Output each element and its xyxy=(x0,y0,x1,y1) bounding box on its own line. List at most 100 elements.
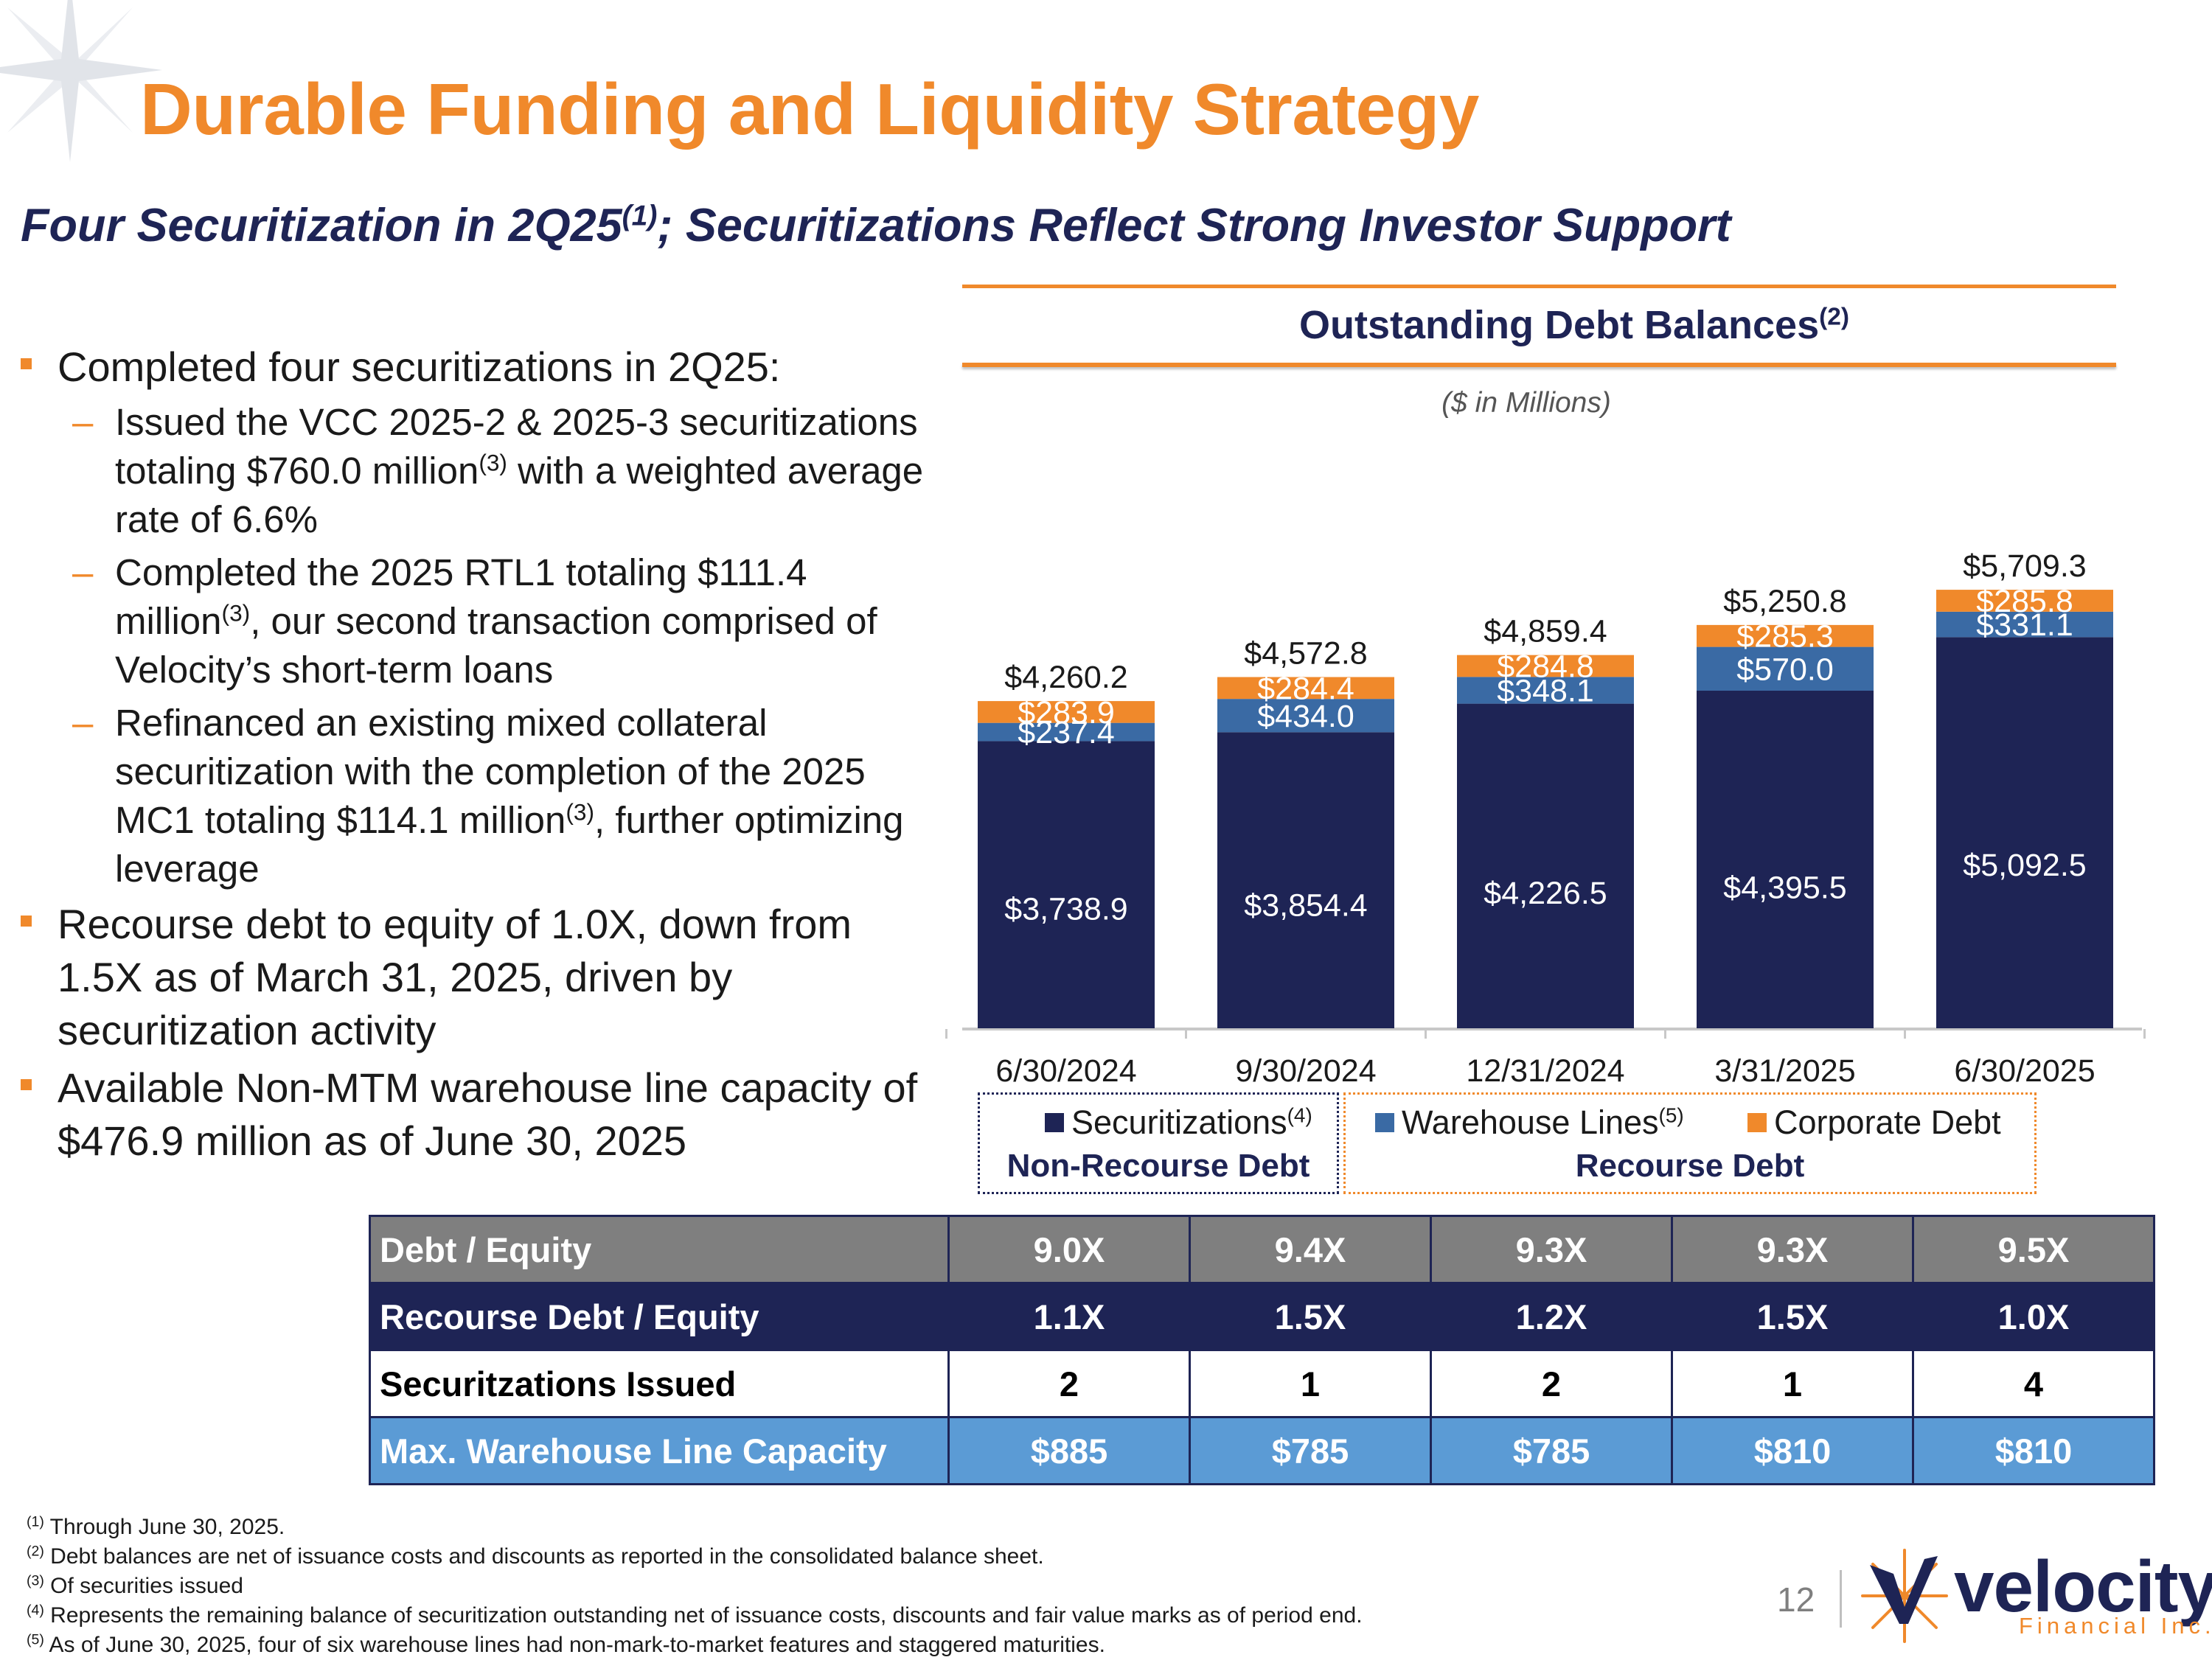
bar-segment xyxy=(1217,732,1394,1028)
row-label: Securitzations Issued xyxy=(369,1349,950,1418)
velocity-logo-wordmark: velocity xyxy=(1954,1546,2212,1627)
x-tick-label: 3/31/2025 xyxy=(1714,1053,1855,1089)
bar-segment xyxy=(978,741,1155,1028)
chart-header-rule xyxy=(962,285,2116,288)
bullet-item: Recourse debt to equity of 1.0X, down fr… xyxy=(21,898,935,1057)
data-label: $285.8 xyxy=(1976,584,2073,619)
table-cell: $810 xyxy=(1912,1416,2155,1485)
page-number: 12 xyxy=(1777,1580,1815,1619)
table-row: Max. Warehouse Line Capacity $885 $785 $… xyxy=(369,1416,2155,1485)
bar-segment xyxy=(1697,690,1874,1028)
sub-bullet-item: – Completed the 2025 RTL1 totaling $111.4… xyxy=(72,551,877,691)
table-cell: 9.0X xyxy=(947,1215,1191,1284)
total-label: $5,250.8 xyxy=(1723,584,1846,619)
bar-segment xyxy=(1697,646,1874,691)
table-cell: 9.3X xyxy=(1671,1215,1914,1284)
table-cell: 2 xyxy=(1430,1349,1673,1418)
footnote: (3) Of securities issued xyxy=(27,1572,243,1598)
legend-non-recourse-box: Securitizations(4) Non-Recourse Debt xyxy=(978,1092,1339,1194)
row-label: Debt / Equity xyxy=(369,1215,950,1284)
table-cell: 1 xyxy=(1671,1349,1914,1418)
velocity-logo-tagline: Financial Inc. xyxy=(2019,1613,2212,1639)
bar-segment xyxy=(1457,655,1634,677)
table-cell: $785 xyxy=(1189,1416,1432,1485)
total-label: $4,260.2 xyxy=(1004,660,1127,695)
table-row: Securitzations Issued 2 1 2 1 4 xyxy=(369,1349,2155,1418)
bar-segment xyxy=(1697,624,1874,647)
sub-bullet-item: – Issued the VCC 2025-2 & 2025-3 securiti… xyxy=(72,401,924,540)
data-label: $5,092.5 xyxy=(1963,848,2086,883)
data-label: $283.9 xyxy=(1018,695,1115,730)
bar-segment xyxy=(1936,611,2113,638)
legend-group-recourse: Recourse Debt xyxy=(1575,1148,1805,1184)
legend-swatch xyxy=(1375,1113,1394,1132)
legend-group-non-recourse: Non-Recourse Debt xyxy=(1006,1148,1310,1184)
bar-segment xyxy=(978,701,1155,723)
table-cell: 9.4X xyxy=(1189,1215,1432,1284)
footnote: (1) Through June 30, 2025. xyxy=(27,1513,285,1539)
legend-item-warehouse-lines: Warehouse Lines(5) xyxy=(1375,1103,1684,1142)
table-cell: 9.3X xyxy=(1430,1215,1673,1284)
legend-item-corporate-debt: Corporate Debt xyxy=(1747,1103,2001,1142)
x-tick-label: 9/30/2024 xyxy=(1235,1053,1376,1089)
bar-segment xyxy=(1217,699,1394,733)
legend-item-securitizations: Securitizations(4) xyxy=(1045,1103,1312,1142)
bar-segment xyxy=(1936,637,2113,1028)
velocity-logo-icon xyxy=(1861,1549,1948,1643)
row-label: Recourse Debt / Equity xyxy=(369,1282,950,1351)
bullet-marker xyxy=(21,916,32,927)
x-tick-label: 6/30/2024 xyxy=(995,1053,1136,1089)
table-cell: $810 xyxy=(1671,1416,1914,1485)
table-row: Debt / Equity 9.0X 9.4X 9.3X 9.3X 9.5X xyxy=(369,1215,2155,1284)
legend-swatch xyxy=(1747,1113,1767,1132)
sub-bullet-item: – Refinanced an existing mixed collateral… xyxy=(72,702,904,890)
bullet-list: Completed four securitizations in 2Q25: … xyxy=(21,341,935,1168)
data-label: $284.8 xyxy=(1497,649,1594,684)
total-label: $4,572.8 xyxy=(1244,636,1367,672)
table-cell: 1 xyxy=(1189,1349,1432,1418)
footnote: (4) Represents the remaining balance of … xyxy=(27,1602,1363,1628)
data-label: $348.1 xyxy=(1497,673,1594,708)
total-label: $5,709.3 xyxy=(1963,548,2086,584)
x-tick-label: 12/31/2024 xyxy=(1466,1053,1624,1089)
table-row: Recourse Debt / Equity 1.1X 1.5X 1.2X 1.… xyxy=(369,1282,2155,1351)
bullet-item: Available Non-MTM warehouse line capacit… xyxy=(21,1061,935,1168)
data-label: $331.1 xyxy=(1976,607,2073,643)
page-title: Durable Funding and Liquidity Strategy xyxy=(140,69,1479,150)
chart-header-rule xyxy=(962,363,2116,367)
table-cell: 2 xyxy=(947,1349,1191,1418)
table-cell: 1.1X xyxy=(947,1282,1191,1351)
table-cell: 4 xyxy=(1912,1349,2155,1418)
table-cell: 1.2X xyxy=(1430,1282,1673,1351)
bar-segment xyxy=(1217,677,1394,700)
legend-swatch xyxy=(1045,1113,1064,1132)
data-label: $237.4 xyxy=(1018,715,1115,750)
table-cell: 1.5X xyxy=(1671,1282,1914,1351)
stacked-bar-chart: $3,738.9 $237.4$283.9$4,260.2 6/30/2024 $3,… xyxy=(945,548,2146,1089)
total-label: $4,859.4 xyxy=(1484,614,1607,649)
chart-title: Outstanding Debt Balances(2) xyxy=(1298,303,1850,347)
data-label: $3,854.4 xyxy=(1244,887,1367,923)
table-cell: 1.5X xyxy=(1189,1282,1432,1351)
bullet-item: Completed four securitizations in 2Q25: xyxy=(21,341,935,394)
bar-segment xyxy=(978,722,1155,742)
footnote: (5) As of June 30, 2025, four of six war… xyxy=(27,1631,1105,1657)
footnotes: (1) Through June 30, 2025. (2) Debt bala… xyxy=(27,1513,1649,1660)
row-label: Max. Warehouse Line Capacity xyxy=(369,1416,950,1485)
bar-segment xyxy=(1457,703,1634,1028)
table-cell: 9.5X xyxy=(1912,1215,2155,1284)
chart-units-label: ($ in Millions) xyxy=(1441,387,1611,419)
bar-segment xyxy=(1457,677,1634,704)
data-label: $3,738.9 xyxy=(1004,891,1127,927)
table-cell: $785 xyxy=(1430,1416,1673,1485)
footnote: (2) Debt balances are net of issuance co… xyxy=(27,1543,1044,1569)
data-label: $4,226.5 xyxy=(1484,876,1607,911)
data-label: $284.4 xyxy=(1257,671,1354,706)
data-label: $434.0 xyxy=(1257,699,1354,734)
metrics-table: Debt / Equity 9.0X 9.4X 9.3X 9.3X 9.5X R… xyxy=(369,1215,2155,1485)
data-label: $285.3 xyxy=(1736,619,1834,655)
bullet-marker xyxy=(21,1079,32,1090)
legend-recourse-box: Warehouse Lines(5) Corporate Debt Recour… xyxy=(1343,1092,2037,1194)
data-label: $4,395.5 xyxy=(1723,871,1846,906)
bullet-marker xyxy=(21,358,32,369)
